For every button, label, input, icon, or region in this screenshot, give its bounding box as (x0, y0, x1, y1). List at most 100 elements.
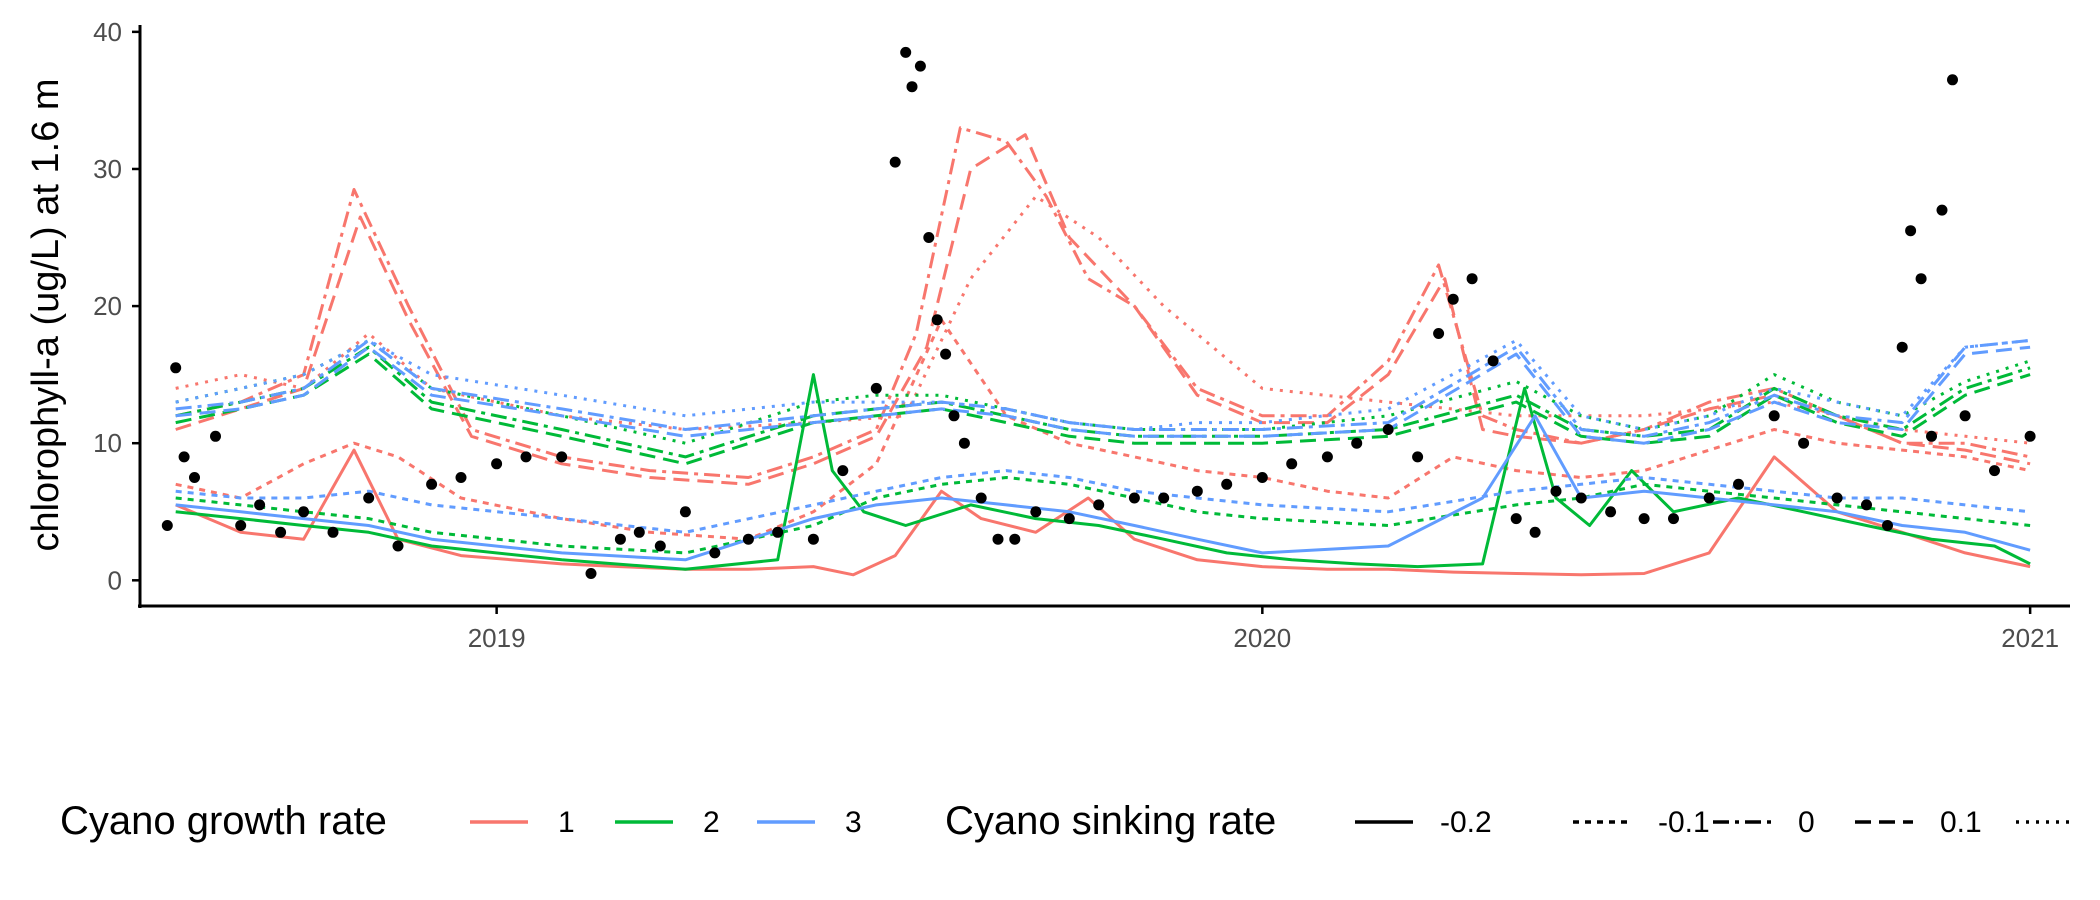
observation-point (1433, 328, 1445, 339)
series-line-growth-3-sinking-0.1 (175, 345, 2031, 445)
series-line-growth-3-sinking--0.2 (175, 414, 2031, 562)
observation-point (914, 60, 926, 72)
observation-point (1529, 526, 1541, 538)
observation-point (889, 156, 901, 168)
observation-point (1703, 492, 1715, 504)
observation-point (556, 451, 568, 463)
observation-point (254, 499, 266, 511)
observation-point (1191, 485, 1203, 497)
observation-point (1768, 410, 1780, 422)
series-line-growth-2-sinking-0.1 (175, 352, 2031, 466)
series-line-growth-1-sinking--0.1 (175, 318, 2031, 541)
observation-point (1487, 355, 1499, 367)
observation-point (900, 46, 912, 58)
observation-point (709, 547, 721, 559)
observation-point (1447, 293, 1459, 305)
observation-point (520, 451, 532, 463)
observation-point (931, 314, 943, 326)
series-line-growth-1-sinking-0.2 (175, 194, 2031, 445)
observation-point (614, 533, 626, 545)
observation-point (170, 362, 182, 374)
legend-color-label-1: 1 (558, 806, 575, 839)
observation-point (1351, 437, 1363, 449)
observation-point (1605, 506, 1617, 518)
observation-point (1158, 492, 1170, 504)
observation-point (1905, 225, 1917, 237)
observation-point (1221, 478, 1233, 490)
x-tick-label: 2021 (2001, 623, 2059, 653)
legend-linetype-label-0: -0.2 (1440, 806, 1492, 839)
series-line-growth-3-sinking-0.2 (175, 338, 2031, 431)
observation-point (940, 348, 952, 360)
observation-point (1926, 430, 1937, 442)
observation-point (1030, 506, 1042, 518)
series-line-growth-1-sinking--0.2 (175, 448, 2031, 577)
y-axis-title: chlorophyll-a (ug/L) at 1.6 m (25, 78, 67, 551)
observation-point (1896, 341, 1908, 353)
observation-point (906, 81, 918, 93)
observation-point (1936, 204, 1948, 216)
observation-point (742, 533, 754, 545)
y-tick-label: 10 (93, 428, 122, 458)
observation-point (1668, 513, 1679, 525)
observation-point (1947, 74, 1958, 86)
observation-point (958, 437, 970, 449)
legend-linetype-label-2: 0 (1798, 806, 1815, 839)
observation-point (807, 533, 819, 545)
observation-point (189, 472, 200, 483)
observation-point (1575, 492, 1587, 504)
x-tick-label: 2019 (468, 623, 526, 653)
observation-point (298, 506, 310, 518)
observation-point (178, 451, 190, 463)
y-tick-label: 30 (93, 154, 122, 184)
observation-point (1510, 513, 1522, 525)
y-axis-ticks: 0 10 20 30 40 (93, 17, 140, 595)
y-tick-label: 0 (108, 565, 122, 595)
observation-point (948, 410, 960, 422)
y-tick-label: 40 (93, 17, 122, 47)
series-line-growth-3-sinking-0 (175, 338, 2031, 438)
series-line-growth-1-sinking-0 (175, 126, 2031, 479)
legend-color-title: Cyano growth rate (60, 799, 387, 843)
observation-point (1286, 458, 1298, 470)
legend: Cyano growth rate 1 2 3 Cyano sinking rate… (60, 799, 2074, 843)
observation-point (1093, 499, 1105, 511)
observation-point (426, 478, 438, 490)
observation-point (923, 232, 935, 243)
observation-point (1638, 513, 1650, 525)
observation-point (1831, 492, 1843, 504)
legend-linetype-label-1: -0.1 (1658, 806, 1710, 839)
observation-point (491, 458, 503, 470)
x-tick-label: 2020 (1233, 623, 1291, 653)
observation-point (1915, 273, 1927, 285)
observation-point (1550, 485, 1562, 497)
observation-point (1466, 273, 1478, 285)
observation-point (275, 526, 287, 538)
observation-point (210, 430, 221, 442)
observation-point (1882, 520, 1893, 531)
observation-point (1798, 437, 1810, 449)
observation-point (585, 568, 597, 579)
observation-point (2024, 430, 2036, 442)
x-axis-ticks: 2019 2020 2021 (468, 606, 2059, 653)
observation-point (363, 492, 375, 504)
observation-point (327, 526, 339, 538)
observation-point (654, 540, 666, 552)
legend-linetype-title: Cyano sinking rate (945, 799, 1276, 843)
observation-point (772, 526, 784, 538)
observation-point (1861, 499, 1872, 511)
observation-point (161, 520, 173, 531)
observation-point (1128, 492, 1140, 504)
series-line-growth-2-sinking-0 (175, 345, 2031, 459)
legend-linetype-label-3: 0.1 (1940, 806, 1982, 839)
y-tick-label: 20 (93, 291, 122, 321)
observation-point (1321, 451, 1333, 463)
observation-point (1382, 424, 1394, 435)
observation-point (992, 533, 1004, 545)
observation-point (1063, 513, 1075, 525)
legend-linetype-entries: -0.2 -0.1 0 0.1 (1355, 806, 2074, 839)
observation-point (455, 472, 467, 483)
observation-points (161, 46, 2036, 579)
